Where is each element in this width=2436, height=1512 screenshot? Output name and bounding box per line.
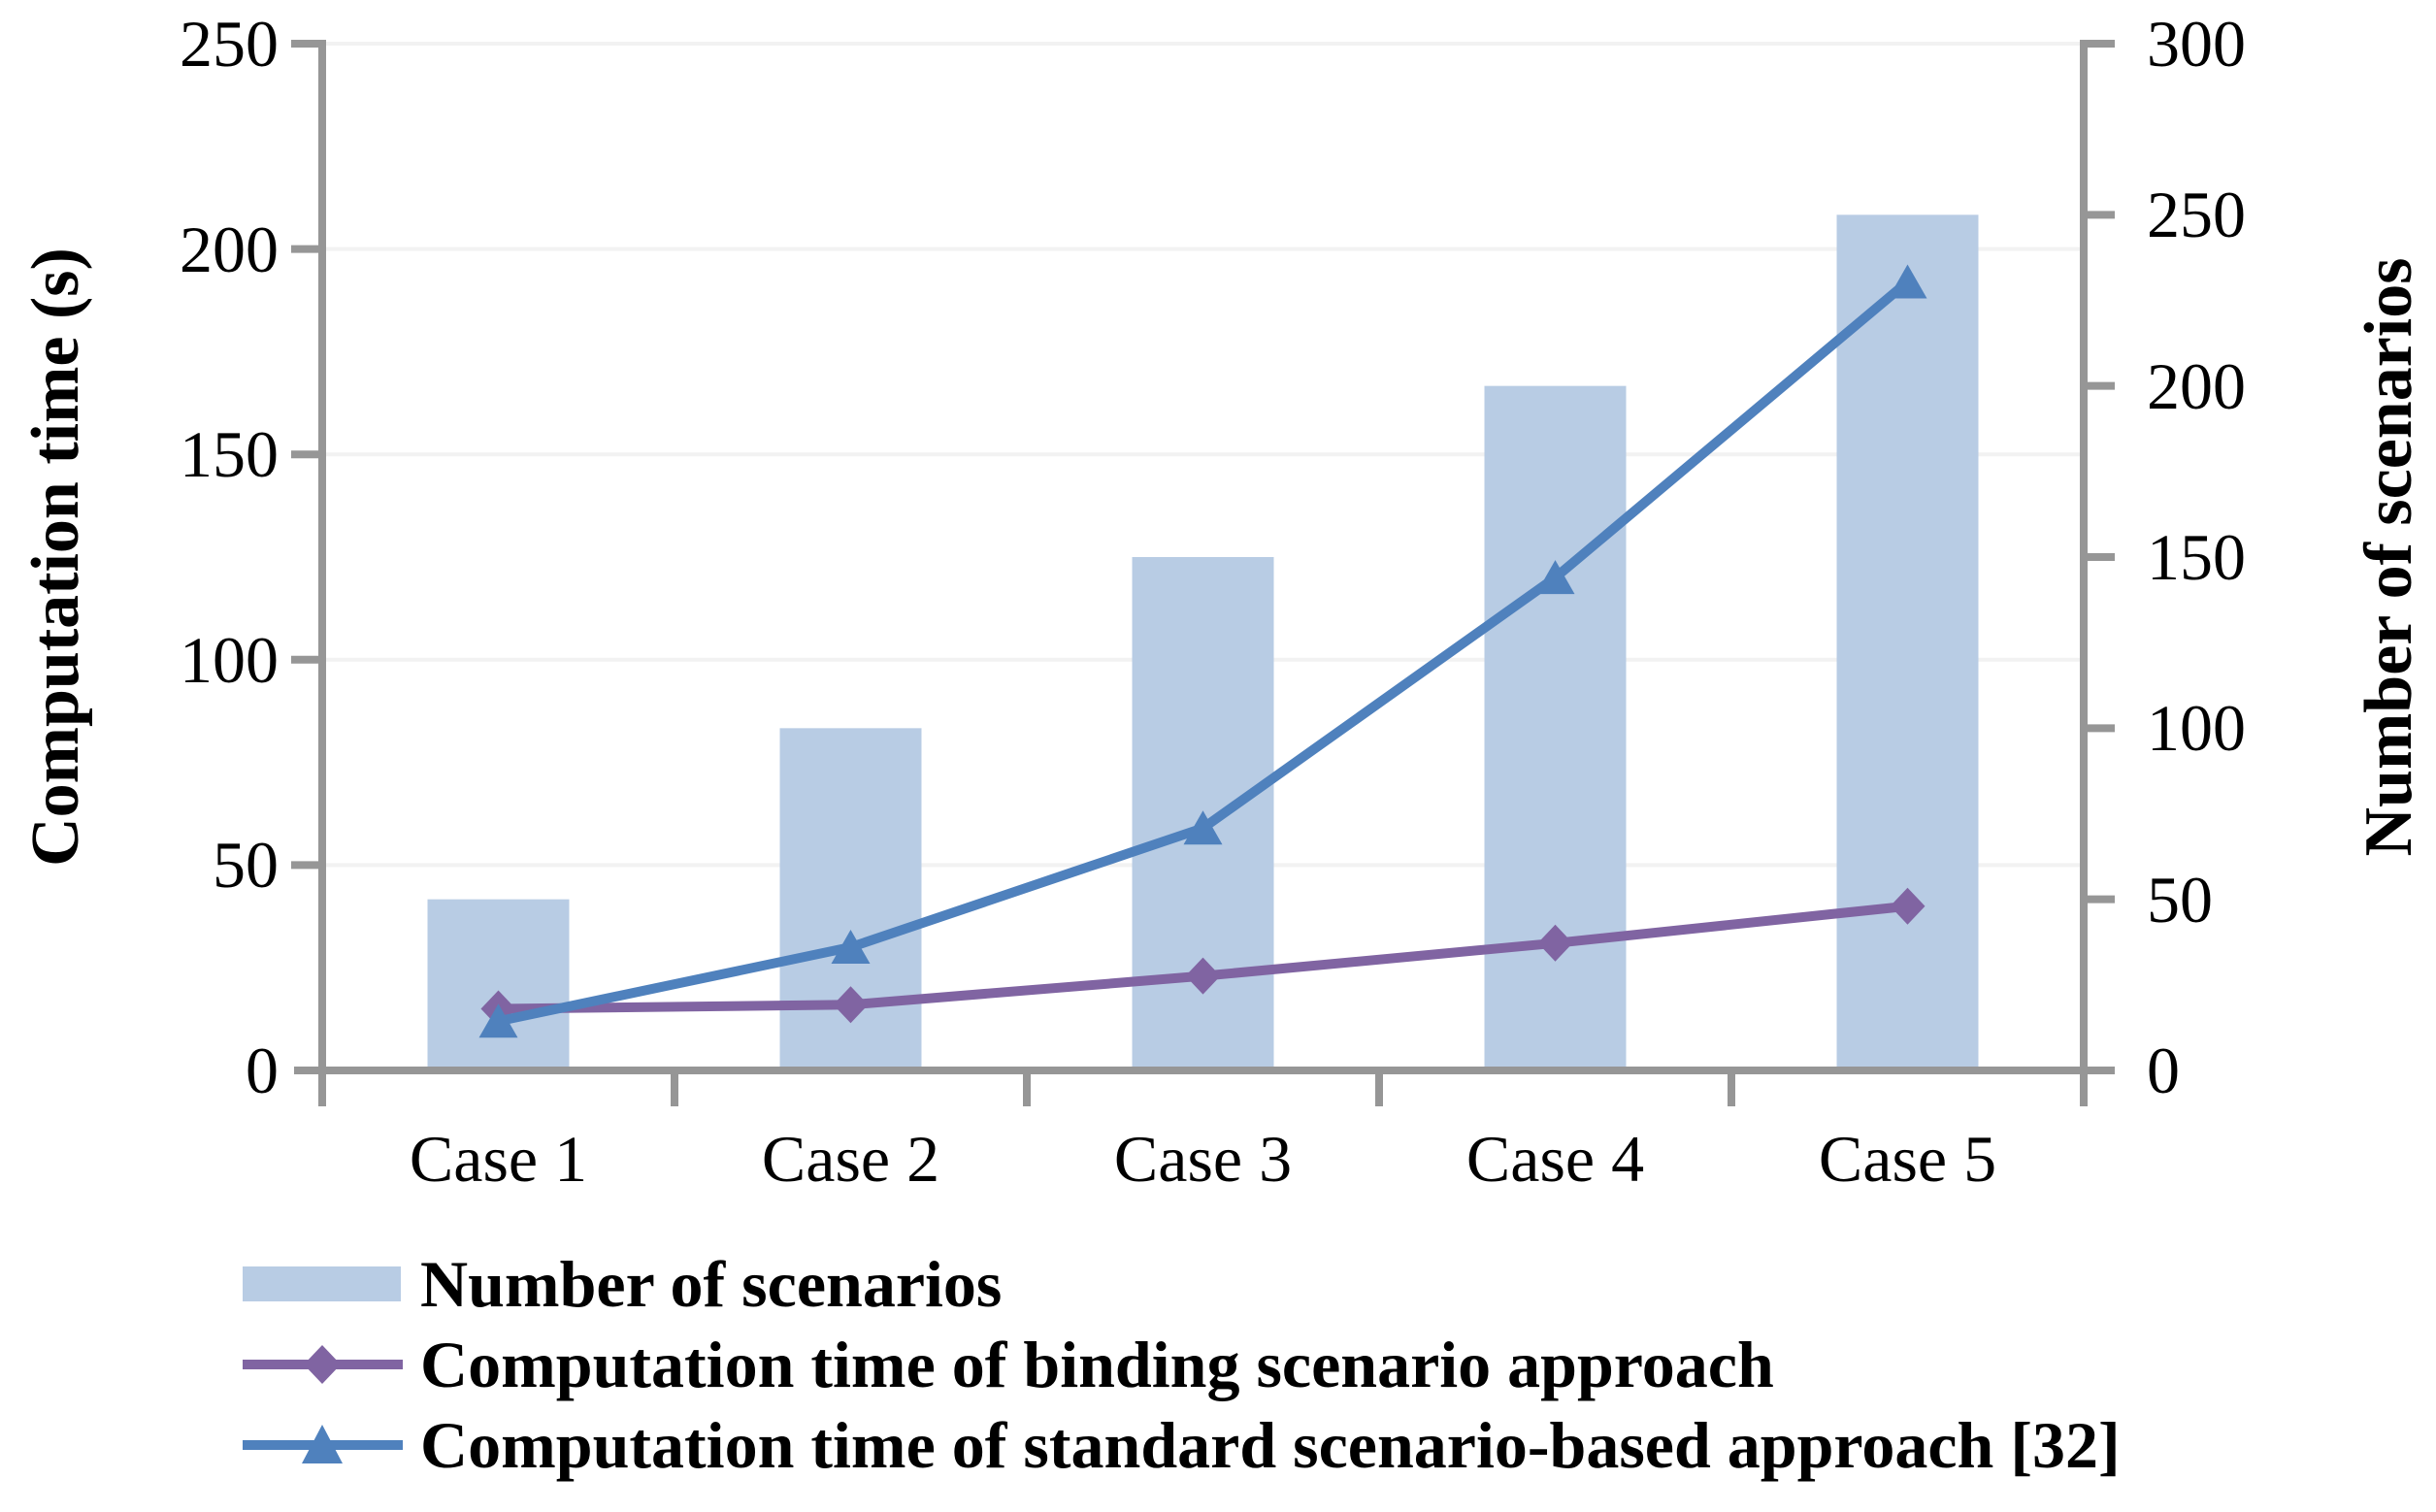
left-axis-title: Computation time (s) [18,247,93,867]
left-axis-tick-label: 150 [180,417,279,492]
bar-case-1 [427,899,570,1070]
diamond-marker-case-3 [1185,957,1221,995]
diamond-marker-case-5 [1890,887,1926,925]
chart-legend: Number of scenarios Computation time of … [243,1250,2121,1479]
category-label-case-3: Case 3 [1113,1122,1293,1196]
triangle-marker-case-5 [1888,264,1927,299]
category-label-case-2: Case 2 [761,1122,940,1196]
legend-item-standard-approach: Computation time of standard scenario-ba… [243,1411,2121,1479]
left-axis-tick-label: 100 [180,622,279,697]
left-axis-tick-label: 250 [180,7,279,81]
right-axis-tick-label: 0 [2147,1034,2180,1107]
right-axis-tick-label: 300 [2147,7,2246,81]
right-axis-tick-label: 100 [2147,691,2246,766]
bar-case-5 [1836,214,1979,1071]
left-axis-tick-label: 50 [213,828,279,903]
right-axis-tick-label: 250 [2147,178,2246,252]
bar-case-4 [1484,385,1627,1071]
legend-label-standard-approach: Computation time of standard scenario-ba… [420,1408,2121,1482]
category-label-case-5: Case 5 [1818,1122,1997,1196]
triangle-marker-case-4 [1535,560,1575,595]
triangle-marker-case-2 [831,930,871,965]
triangle-line-icon [243,1425,403,1463]
left-axis-tick-label: 200 [180,212,279,286]
right-axis-tick-label: 50 [2147,862,2213,937]
right-axis-tick-label: 150 [2147,520,2246,594]
category-label-case-1: Case 1 [409,1122,588,1196]
diamond-line-icon [243,1345,403,1384]
legend-label-number-of-scenarios: Number of scenarios [420,1247,1003,1321]
category-label-case-4: Case 4 [1465,1122,1645,1196]
right-axis-title: Number of scenarios [2352,257,2426,857]
legend-item-binding-approach: Computation time of binding scenario app… [243,1331,2121,1398]
diamond-marker-case-2 [833,986,869,1024]
triangle-marker-case-1 [478,1003,518,1038]
bar-swatch-icon [243,1266,401,1301]
right-axis-tick-label: 200 [2147,348,2246,423]
triangle-marker-case-3 [1183,810,1223,845]
legend-item-number-of-scenarios: Number of scenarios [243,1250,2121,1318]
diamond-marker-case-4 [1537,924,1573,962]
left-axis-tick-label: 0 [246,1034,279,1107]
legend-label-binding-approach: Computation time of binding scenario app… [420,1328,1774,1401]
